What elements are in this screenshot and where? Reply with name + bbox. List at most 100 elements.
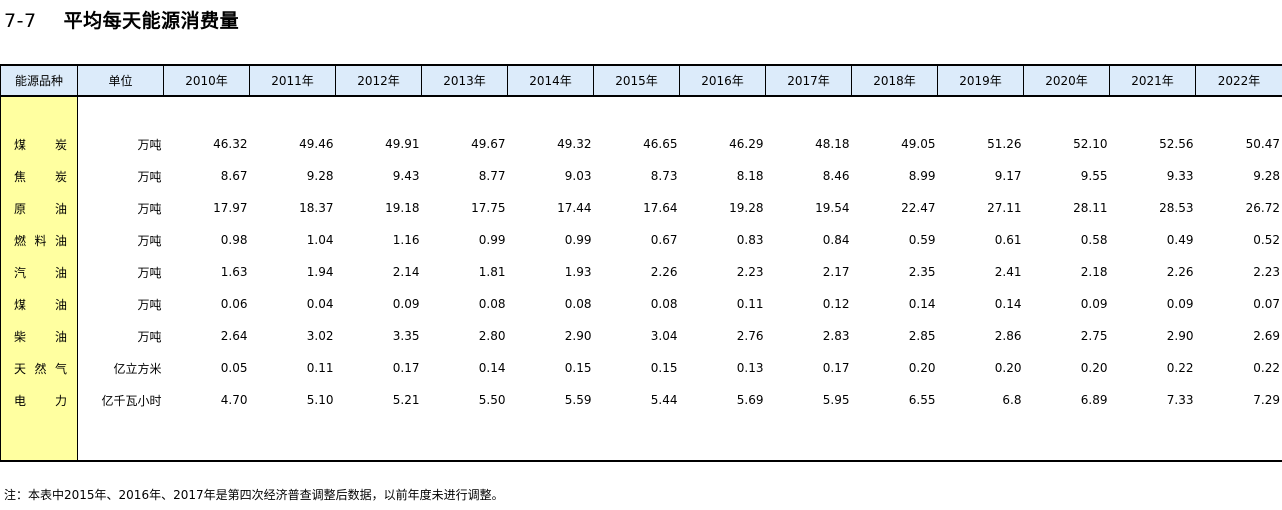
value-cell: 0.59 — [908, 233, 936, 247]
value-cell: 0.22 — [1166, 361, 1194, 375]
value-cell: 28.53 — [1159, 201, 1194, 215]
value-cell: 0.14 — [994, 297, 1022, 311]
value-cell: 0.07 — [1195, 288, 1282, 320]
value-cell: 0.14 — [478, 361, 506, 375]
value-cell: 0.13 — [736, 361, 764, 375]
unit-cell: 万吨 — [137, 329, 162, 344]
value-cell: 8.46 — [822, 169, 850, 183]
unit-cell: 万吨 — [137, 137, 162, 152]
table-row: 电力 亿千瓦小时 4.70 5.10 5.21 5.50 5.59 5.44 5.69 5.95 6… — [0, 384, 1282, 416]
value-cell: 19.54 — [815, 201, 850, 215]
value-cell: 2.23 — [736, 265, 764, 279]
value-cell: 3.02 — [306, 329, 334, 343]
value-cell: 17.44 — [557, 201, 592, 215]
value-cell: 0.14 — [908, 297, 936, 311]
value-cell: 5.10 — [306, 393, 334, 407]
value-cell: 5.21 — [392, 393, 420, 407]
table-row: 煤油 万吨 0.06 0.04 0.09 0.08 0.08 0.08 0.11 0.12 0.14… — [0, 288, 1282, 320]
value-cell: 8.99 — [908, 169, 936, 183]
header-year: 2022年 — [1195, 64, 1282, 97]
header-unit: 单位 — [77, 64, 164, 97]
value-cell: 2.35 — [908, 265, 936, 279]
energy-type-cell: 原油 — [0, 192, 78, 224]
value-cell: 26.72 — [1195, 192, 1282, 224]
header-year: 2014年 — [507, 64, 594, 97]
value-cell: 0.17 — [822, 361, 850, 375]
value-cell: 0.52 — [1195, 224, 1282, 256]
value-cell: 0.11 — [736, 297, 764, 311]
value-cell: 1.81 — [478, 265, 506, 279]
value-cell: 0.08 — [478, 297, 506, 311]
value-cell: 2.23 — [1195, 256, 1282, 288]
value-cell: 17.64 — [643, 201, 678, 215]
unit-cell: 万吨 — [137, 233, 162, 248]
value-cell: 46.29 — [729, 137, 764, 151]
value-cell: 0.49 — [1166, 233, 1194, 247]
value-cell: 9.17 — [994, 169, 1022, 183]
value-cell: 17.75 — [471, 201, 506, 215]
table-row: 燃料油 万吨 0.98 1.04 1.16 0.99 0.99 0.67 0.83 0.84 0.5… — [0, 224, 1282, 256]
value-cell: 2.41 — [994, 265, 1022, 279]
header-year: 2017年 — [765, 64, 852, 97]
value-cell: 0.20 — [1080, 361, 1108, 375]
value-cell: 9.33 — [1166, 169, 1194, 183]
value-cell: 2.90 — [564, 329, 592, 343]
value-cell: 0.08 — [650, 297, 678, 311]
value-cell: 52.56 — [1159, 137, 1194, 151]
value-cell: 51.26 — [987, 137, 1022, 151]
value-cell: 8.77 — [478, 169, 506, 183]
value-cell: 0.05 — [220, 361, 248, 375]
table-row: 天然气 亿立方米 0.05 0.11 0.17 0.14 0.15 0.15 0.13 0.17 0… — [0, 352, 1282, 384]
value-cell: 2.85 — [908, 329, 936, 343]
unit-cell: 亿千瓦小时 — [101, 393, 162, 408]
value-cell: 2.80 — [478, 329, 506, 343]
value-cell: 49.91 — [385, 137, 420, 151]
table-row: 柴油 万吨 2.64 3.02 3.35 2.80 2.90 3.04 2.76 2.83 2.85… — [0, 320, 1282, 352]
value-cell: 2.18 — [1080, 265, 1108, 279]
value-cell: 6.8 — [1002, 393, 1022, 407]
value-cell: 0.09 — [1166, 297, 1194, 311]
value-cell: 49.05 — [901, 137, 936, 151]
value-cell: 2.17 — [822, 265, 850, 279]
value-cell: 22.47 — [901, 201, 936, 215]
value-cell: 5.59 — [564, 393, 592, 407]
value-cell: 17.97 — [213, 201, 248, 215]
value-cell: 0.98 — [220, 233, 248, 247]
value-cell: 6.55 — [908, 393, 936, 407]
value-cell: 2.69 — [1195, 320, 1282, 352]
energy-type-cell: 柴油 — [0, 320, 78, 352]
energy-type-cell: 汽油 — [0, 256, 78, 288]
unit-cell: 万吨 — [137, 169, 162, 184]
value-cell: 5.50 — [478, 393, 506, 407]
value-cell: 2.90 — [1166, 329, 1194, 343]
value-cell: 49.67 — [471, 137, 506, 151]
value-cell: 0.20 — [908, 361, 936, 375]
value-cell: 0.84 — [822, 233, 850, 247]
value-cell: 9.43 — [392, 169, 420, 183]
value-cell: 5.69 — [736, 393, 764, 407]
value-cell: 5.95 — [822, 393, 850, 407]
value-cell: 0.15 — [650, 361, 678, 375]
value-cell: 2.26 — [650, 265, 678, 279]
unit-cell: 亿立方米 — [113, 361, 162, 376]
header-year: 2013年 — [421, 64, 508, 97]
value-cell: 27.11 — [987, 201, 1022, 215]
table-footnote: 注：本表中2015年、2016年、2017年是第四次经济普查调整后数据，以前年度… — [4, 488, 504, 502]
header-year: 2015年 — [593, 64, 680, 97]
unit-cell: 万吨 — [137, 265, 162, 280]
value-cell: 2.64 — [220, 329, 248, 343]
value-cell: 1.63 — [220, 265, 248, 279]
value-cell: 0.08 — [564, 297, 592, 311]
value-cell: 0.09 — [1080, 297, 1108, 311]
unit-cell: 万吨 — [137, 201, 162, 216]
table-row: 煤炭 万吨 46.32 49.46 49.91 49.67 49.32 46.65 46.29 4… — [0, 128, 1282, 160]
value-cell: 9.55 — [1080, 169, 1108, 183]
value-cell: 2.75 — [1080, 329, 1108, 343]
table-header-row: 能源品种 单位 2010年 2011年 2012年 2013年 2014年 2015年 20… — [0, 64, 1282, 97]
value-cell: 2.76 — [736, 329, 764, 343]
table-title: 平均每天能源消费量 — [63, 10, 240, 32]
value-cell: 0.20 — [994, 361, 1022, 375]
value-cell: 48.18 — [815, 137, 850, 151]
value-cell: 18.37 — [299, 201, 334, 215]
value-cell: 0.11 — [306, 361, 334, 375]
